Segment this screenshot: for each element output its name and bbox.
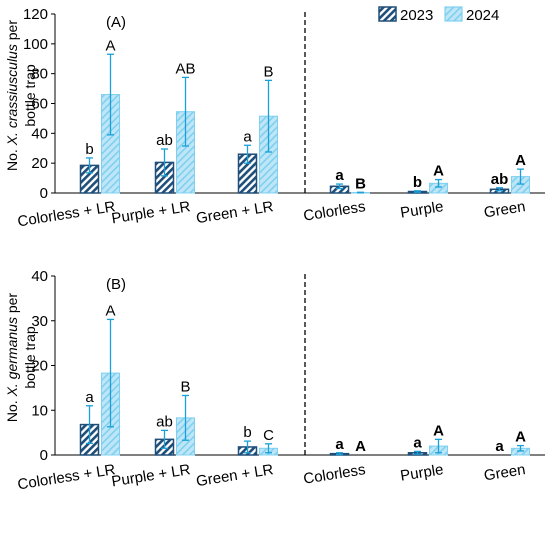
significance-letter-2024: AB <box>175 60 195 77</box>
significance-letter-2024: C <box>263 427 274 444</box>
x-tick-label: Purple + LR <box>110 461 191 490</box>
x-tick-label: Green + LR <box>195 461 275 490</box>
significance-letter-2024: A <box>433 422 444 439</box>
significance-letter-2024: B <box>263 63 273 80</box>
x-tick-label: Green <box>483 198 527 221</box>
x-tick-label: Colorless <box>302 198 366 225</box>
y-axis-label: No. X. germanus per <box>4 293 20 423</box>
legend-swatch-2023 <box>379 7 396 21</box>
y-tick-label: 40 <box>31 268 48 285</box>
significance-letter-2024: B <box>355 175 366 192</box>
y-tick-label: 100 <box>23 36 48 53</box>
y-tick-label: 0 <box>40 447 48 464</box>
significance-letter-2024: A <box>105 302 115 319</box>
y-tick-label: 40 <box>31 125 48 142</box>
significance-letter-2023: a <box>335 167 344 184</box>
y-axis-label-line2: bottle trap <box>22 326 38 388</box>
y-tick-label: 10 <box>31 402 48 419</box>
significance-letter-2024: A <box>105 37 115 54</box>
significance-letter-2023: a <box>335 436 344 453</box>
significance-letter-2024: B <box>180 378 190 395</box>
significance-letter-2023: b <box>243 424 251 441</box>
significance-letter-2023: ab <box>156 413 173 430</box>
x-tick-label: Colorless + LR <box>16 461 116 493</box>
panel-label: (B) <box>106 276 126 293</box>
legend-swatch-2024 <box>445 7 462 21</box>
y-tick-label: 120 <box>23 6 48 23</box>
significance-letter-2023: b <box>85 141 93 158</box>
significance-letter-2023: ab <box>156 132 173 149</box>
x-tick-label: Purple <box>399 461 444 485</box>
legend: 2023 2024 <box>379 7 499 24</box>
significance-letter-2023: a <box>495 438 504 455</box>
significance-letter-2024: A <box>515 429 526 446</box>
panel-label: (A) <box>106 14 126 31</box>
significance-letter-2024: A <box>433 163 444 180</box>
x-tick-label: Green <box>483 461 527 484</box>
x-tick-label: Purple <box>399 198 444 222</box>
legend-label-2023: 2023 <box>400 7 433 24</box>
y-tick-label: 0 <box>40 185 48 202</box>
significance-letter-2023: a <box>413 434 422 451</box>
y-tick-label: 20 <box>31 155 48 172</box>
significance-letter-2024: A <box>515 152 526 169</box>
significance-letter-2023: ab <box>491 171 509 188</box>
legend-label-2024: 2024 <box>466 7 499 24</box>
y-axis-label-line2: bottle trap <box>22 64 38 126</box>
x-tick-label: Colorless + LR <box>16 198 116 230</box>
x-tick-label: Green + LR <box>195 198 275 227</box>
significance-letter-2024: A <box>355 438 366 455</box>
significance-letter-2023: b <box>413 174 422 191</box>
y-axis-label: No. X. crassiusculus per <box>4 20 20 171</box>
significance-letter-2023: a <box>85 389 94 406</box>
x-tick-label: Purple + LR <box>110 198 191 227</box>
x-tick-label: Colorless <box>302 461 366 488</box>
significance-letter-2023: a <box>243 128 252 145</box>
